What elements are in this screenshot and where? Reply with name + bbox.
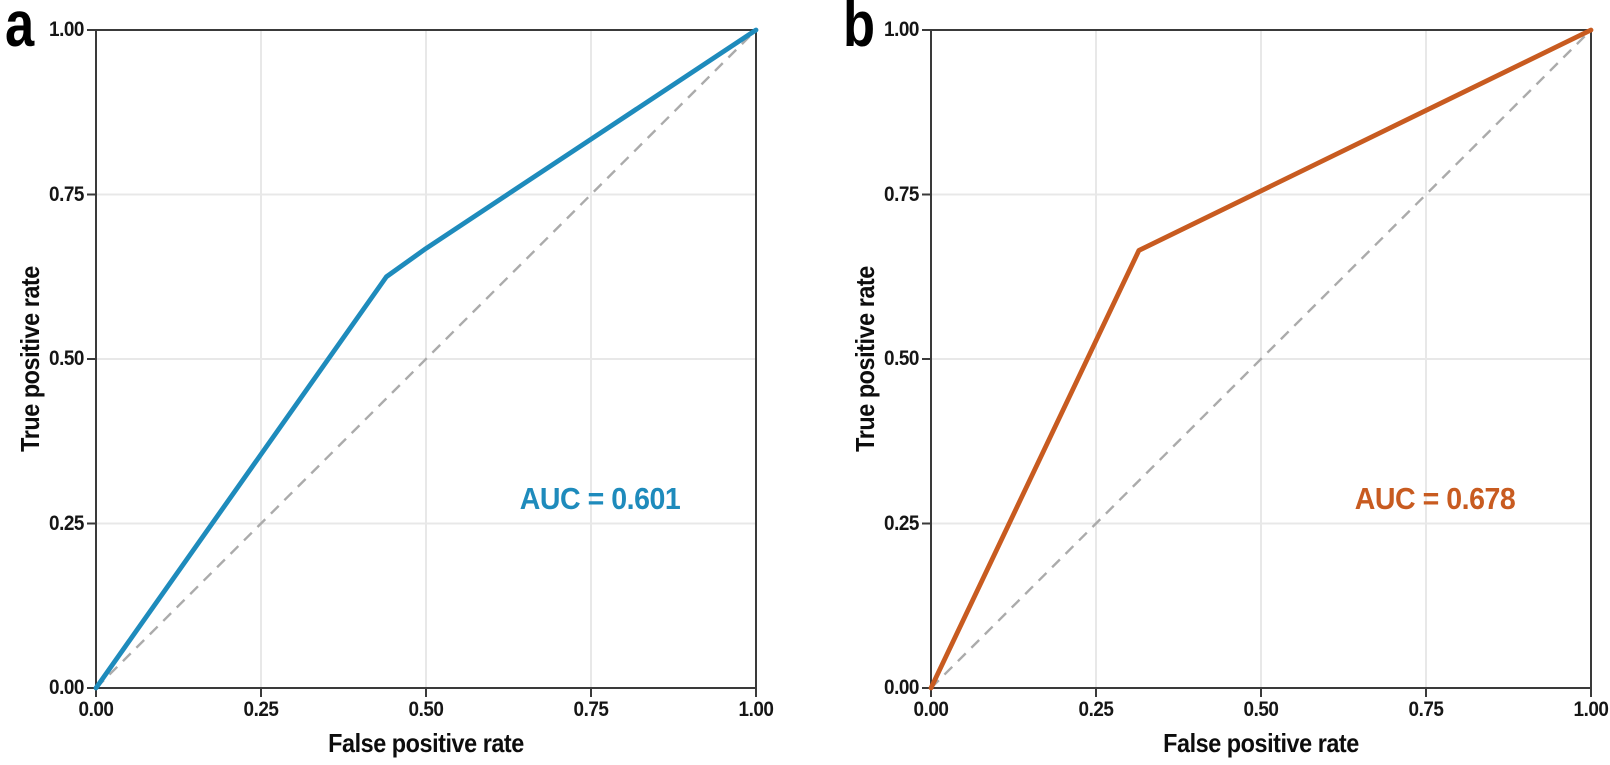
y-tick-label: 0.25 bbox=[49, 511, 84, 535]
chance-diagonal-line bbox=[95, 29, 757, 689]
chance-diagonal-line bbox=[930, 29, 1592, 689]
y-tick-label: 0.25 bbox=[884, 511, 919, 535]
roc-plot-a bbox=[87, 27, 759, 697]
roc-plot-b bbox=[922, 27, 1594, 697]
roc-curve-line bbox=[928, 27, 1594, 691]
x-tick-label: 0.50 bbox=[1243, 698, 1279, 721]
x-axis-title-b: False positive rate bbox=[1163, 728, 1359, 758]
x-tick-label: 0.25 bbox=[1078, 698, 1114, 721]
y-tick-label: 0.50 bbox=[49, 347, 84, 370]
y-tick-label: 1.00 bbox=[884, 18, 919, 41]
y-tick-label: 0.50 bbox=[884, 347, 919, 370]
panel-letter-b: b bbox=[843, 0, 876, 60]
y-tick-label: 0.75 bbox=[884, 182, 919, 206]
x-tick-label: 0.75 bbox=[573, 698, 609, 721]
y-tick-label: 0.00 bbox=[49, 676, 84, 699]
y-tick-label: 1.00 bbox=[49, 18, 84, 41]
y-tick-label: 0.00 bbox=[884, 676, 919, 699]
x-tick-label: 1.00 bbox=[1573, 698, 1609, 721]
x-tick-label: 0.50 bbox=[408, 698, 444, 721]
x-axis-title-a: False positive rate bbox=[328, 728, 524, 758]
x-tick-label: 0.25 bbox=[243, 698, 279, 721]
y-tick-label: 0.75 bbox=[49, 182, 84, 206]
roc-curve-line bbox=[93, 27, 759, 691]
panel-letter-a: a bbox=[5, 0, 35, 60]
x-tick-label: 1.00 bbox=[738, 698, 774, 721]
x-tick-label: 0.00 bbox=[78, 698, 114, 721]
auc-annotation-b: AUC = 0.678 bbox=[1354, 481, 1515, 517]
x-tick-label: 0.75 bbox=[1408, 698, 1444, 721]
auc-annotation-a: AUC = 0.601 bbox=[519, 481, 680, 517]
x-tick-label: 0.00 bbox=[913, 698, 949, 721]
